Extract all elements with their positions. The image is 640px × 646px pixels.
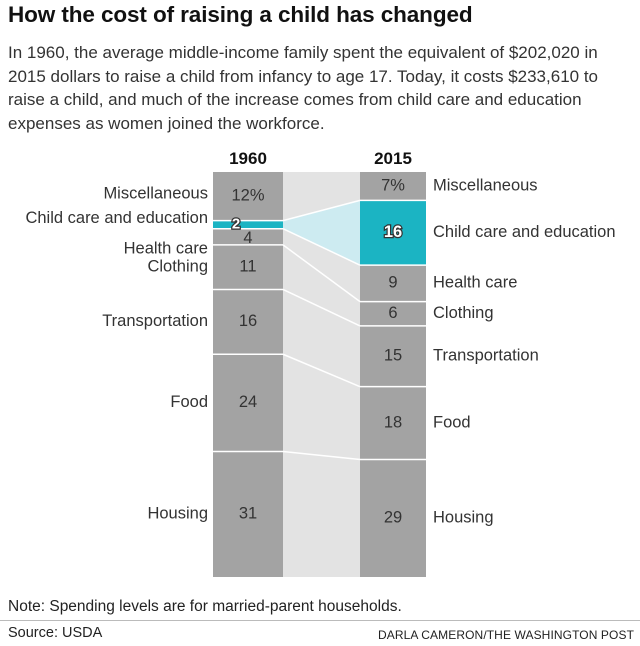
stacked-slope-chart: 1960 2015 Miscellaneous Miscellaneous 12% 7% C…	[25, 149, 616, 577]
value-label-1960-child-care-and-education: 2	[232, 216, 240, 233]
value-label-1960-miscellaneous: 12%	[231, 187, 264, 205]
bar-segment-2015-housing	[360, 459, 426, 577]
bar-segment-2015-health-care	[360, 265, 426, 302]
value-label-1960-food: 24	[239, 393, 257, 411]
category-label-2015-miscellaneous: Miscellaneous	[433, 177, 538, 195]
value-label-2015-food: 18	[384, 413, 402, 431]
bar-segment-2015-transportation	[360, 325, 426, 387]
connector-bands	[283, 172, 360, 577]
value-label-2015-health-care: 9	[388, 274, 397, 292]
value-label-2015-clothing: 6	[388, 304, 397, 322]
bar-segment-2015-food	[360, 386, 426, 460]
bar-segment-2015-clothing	[360, 301, 426, 326]
value-label-1960-transportation: 16	[239, 312, 257, 330]
category-label-2015-food: Food	[433, 413, 471, 431]
year-header-2015: 2015	[374, 149, 412, 168]
connector-line	[282, 244, 361, 303]
segment-separators	[213, 199, 426, 461]
bar-segment-2015-miscellaneous	[360, 172, 426, 201]
category-label-1960-miscellaneous: Miscellaneous	[103, 185, 208, 203]
bar-segment-1960-clothing	[213, 244, 283, 290]
bar-segment-1960-health-care	[213, 228, 283, 245]
highlight-connector-band	[283, 200, 360, 266]
category-label-2015-child-care-and-education: Child care and education	[433, 223, 616, 241]
intro-paragraph: In 1960, the average middle-income famil…	[8, 43, 599, 133]
year-header-1960: 1960	[229, 149, 267, 168]
category-label-2015-health-care: Health care	[433, 274, 517, 292]
connector-line	[282, 228, 361, 266]
category-label-1960-child-care-and-education: Child care and education	[25, 209, 208, 227]
connector-line	[282, 353, 361, 388]
value-label-2015-child-care-and-education: 16	[384, 223, 402, 241]
connector-line	[282, 288, 361, 327]
footer-divider	[0, 620, 640, 621]
bar-segment-1960-child-care-and-education	[213, 220, 283, 229]
value-label-1960-housing: 31	[239, 505, 257, 523]
connector-line	[282, 450, 361, 461]
footnote: Note: Spending levels are for married-pa…	[8, 598, 402, 615]
bar-segments	[213, 172, 426, 577]
category-label-1960-clothing: Clothing	[147, 258, 208, 276]
category-label-1960-housing: Housing	[147, 505, 208, 523]
value-label-1960-clothing: 11	[239, 258, 256, 276]
category-label-1960-food: Food	[170, 393, 208, 411]
category-label-2015-housing: Housing	[433, 509, 494, 527]
bar-segment-2015-child-care-and-education	[360, 200, 426, 266]
chart-title: How the cost of raising a child has chan…	[8, 2, 473, 27]
credit-line: DARLA CAMERON/THE WASHINGTON POST	[378, 628, 634, 642]
value-label-1960-health-care: 4	[243, 229, 252, 247]
source-line: Source: USDA	[8, 625, 103, 641]
value-label-2015-miscellaneous: 7%	[381, 177, 405, 195]
category-label-1960-transportation: Transportation	[102, 312, 208, 330]
bar-segment-1960-food	[213, 354, 283, 452]
category-label-2015-transportation: Transportation	[433, 347, 539, 365]
category-label-2015-clothing: Clothing	[433, 304, 494, 322]
value-label-2015-transportation: 15	[384, 347, 402, 365]
bar-segment-1960-transportation	[213, 289, 283, 355]
chart-labels: 1960 2015 Miscellaneous Miscellaneous 12% 7% C…	[25, 149, 615, 527]
value-label-2015-housing: 29	[384, 509, 402, 527]
connector-line	[282, 199, 361, 222]
bar-segment-1960-housing	[213, 451, 283, 577]
bar-segment-1960-miscellaneous	[213, 172, 283, 221]
category-label-1960-health-care: Health care	[124, 239, 208, 257]
